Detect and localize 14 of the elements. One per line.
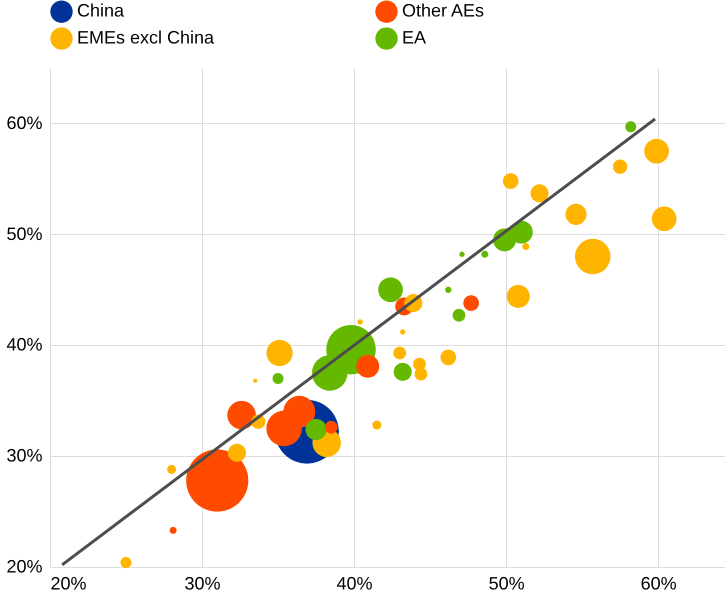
x-tick-label: 30%	[184, 574, 221, 594]
y-tick-label: 20%	[6, 556, 42, 576]
legend-label: EMEs excl China	[77, 28, 216, 48]
legend-label: EA	[402, 28, 426, 48]
x-tick-label: 40%	[336, 574, 373, 594]
x-tick-label: 50%	[488, 574, 525, 594]
legend-label: Other AEs	[402, 0, 484, 21]
y-tick-label: 60%	[6, 112, 42, 133]
legend-label: China	[77, 0, 126, 21]
y-tick-label: 50%	[6, 224, 42, 244]
x-tick-label: 20%	[50, 574, 87, 594]
y-tick-label: 40%	[6, 334, 42, 355]
y-tick-label: 30%	[6, 446, 42, 466]
x-tick-label: 60%	[640, 574, 677, 594]
